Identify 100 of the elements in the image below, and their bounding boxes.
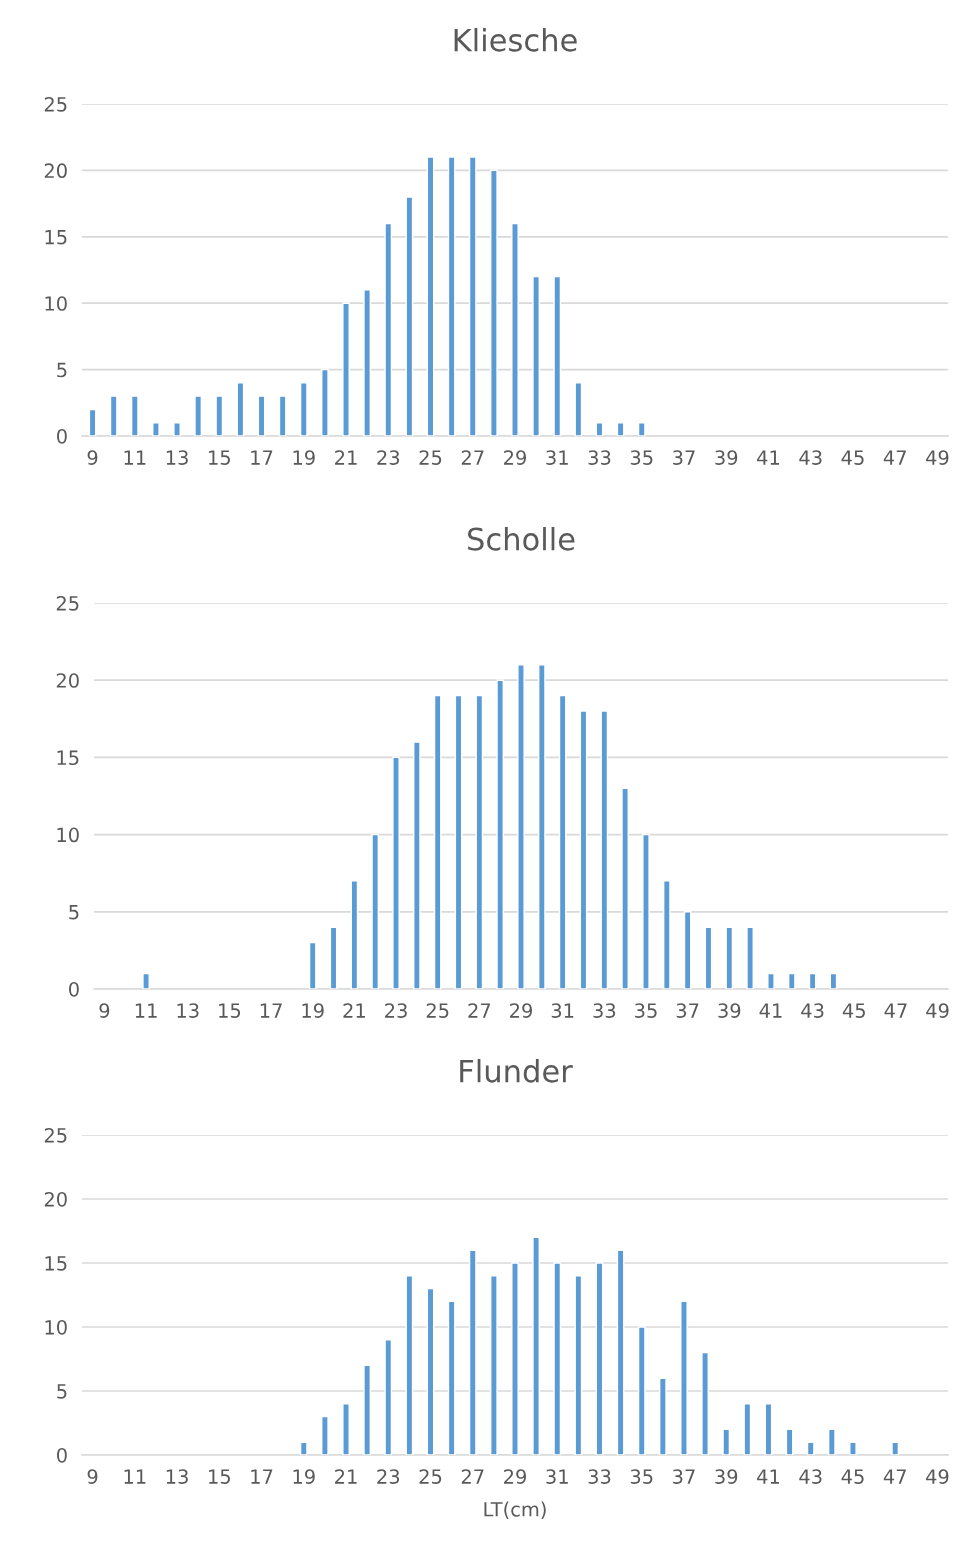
bar xyxy=(704,926,713,989)
bar xyxy=(496,679,504,989)
x-tick-label: 27 xyxy=(461,450,484,465)
bar xyxy=(553,275,562,436)
x-tick-label: 45 xyxy=(841,1469,864,1484)
x-tick-label: 39 xyxy=(715,450,738,465)
bar xyxy=(517,664,525,989)
x-tick-label: 25 xyxy=(426,1003,449,1018)
bar xyxy=(787,972,796,989)
y-tick-label: 15 xyxy=(45,1256,67,1271)
bar xyxy=(384,1339,393,1455)
x-tick-label: 23 xyxy=(385,1003,407,1018)
bar xyxy=(511,1262,519,1455)
bar xyxy=(722,1428,731,1455)
chart-title: Kliesche xyxy=(454,28,577,52)
bar xyxy=(329,926,338,989)
x-tick-label: 35 xyxy=(630,1469,653,1484)
bar xyxy=(490,1275,498,1455)
bar xyxy=(447,156,456,436)
y-tick-label: 25 xyxy=(44,96,67,112)
x-tick-label: 31 xyxy=(546,1469,568,1484)
x-tick-label: 39 xyxy=(718,1003,741,1018)
bar xyxy=(405,1275,414,1455)
bar xyxy=(299,1441,308,1455)
bar xyxy=(746,926,754,989)
y-tick-label: 25 xyxy=(44,1127,67,1143)
y-tick-label: 10 xyxy=(45,296,67,311)
bar xyxy=(384,222,393,436)
bar xyxy=(558,694,567,989)
x-tick-label: 35 xyxy=(635,1003,657,1018)
x-tick-label: 27 xyxy=(461,1469,484,1484)
bar xyxy=(785,1428,794,1455)
bar xyxy=(579,710,588,989)
bar xyxy=(829,972,838,989)
bar xyxy=(532,1236,540,1455)
bar xyxy=(538,664,546,989)
bar xyxy=(574,1275,583,1455)
x-tick-label: 29 xyxy=(504,450,526,465)
bar xyxy=(764,1403,773,1455)
y-tick-label: 10 xyxy=(57,827,79,843)
x-tick-label: 29 xyxy=(504,1469,526,1484)
x-tick-label: 27 xyxy=(468,1003,491,1018)
chart-title: Scholle xyxy=(468,527,575,551)
x-tick-label: 15 xyxy=(209,450,230,465)
x-tick-label: 11 xyxy=(124,1469,146,1484)
y-tick-label: 20 xyxy=(56,673,79,688)
bar xyxy=(454,694,463,989)
bar xyxy=(637,1326,646,1455)
bar xyxy=(642,833,650,989)
x-tick-label: 49 xyxy=(926,1003,949,1018)
x-tick-label: 17 xyxy=(251,1469,273,1484)
bar xyxy=(109,395,118,436)
x-tick-label: 29 xyxy=(510,1003,532,1018)
bar xyxy=(806,1441,815,1455)
x-tick-label: 41 xyxy=(757,1469,780,1484)
bar xyxy=(363,1364,372,1455)
y-tick-label: 15 xyxy=(57,750,79,766)
x-tick-label: 9 xyxy=(87,450,98,465)
x-tick-label: 13 xyxy=(166,450,188,465)
y-tick-label: 5 xyxy=(57,1384,67,1399)
bar xyxy=(849,1441,857,1455)
bar xyxy=(616,422,625,436)
y-tick-label: 25 xyxy=(56,595,79,611)
bar xyxy=(413,741,421,989)
bar xyxy=(511,222,519,436)
x-tick-label: 21 xyxy=(343,1003,365,1018)
bar xyxy=(600,710,609,989)
x-tick-label: 21 xyxy=(335,1469,357,1484)
x-tick-label: 49 xyxy=(926,1469,949,1484)
bar xyxy=(637,422,646,436)
x-tick-label: 47 xyxy=(883,450,906,465)
x-tick-label: 33 xyxy=(593,1003,616,1018)
x-tick-label: 49 xyxy=(926,450,949,465)
x-tick-label: 13 xyxy=(166,1469,188,1484)
bar xyxy=(532,275,540,436)
x-tick-label: 47 xyxy=(883,1469,906,1484)
y-tick-label: 5 xyxy=(69,905,79,920)
bar xyxy=(321,368,329,436)
chart-title: Flunder xyxy=(460,1059,573,1083)
x-tick-label: 45 xyxy=(841,450,864,465)
x-tick-label: 17 xyxy=(260,1003,282,1018)
bar xyxy=(88,408,97,436)
bar xyxy=(595,1262,604,1455)
bar xyxy=(621,787,629,989)
bar xyxy=(827,1428,836,1455)
bar xyxy=(468,1249,477,1455)
bar xyxy=(595,422,604,436)
bar xyxy=(468,156,477,436)
x-tick-label: 37 xyxy=(676,1003,699,1018)
bar xyxy=(236,382,245,436)
bar xyxy=(308,941,317,989)
bar xyxy=(321,1415,329,1455)
x-tick-label: 45 xyxy=(842,1003,865,1018)
y-tick-label: 0 xyxy=(57,428,67,444)
x-tick-label: 41 xyxy=(759,1003,782,1018)
bar xyxy=(173,422,181,436)
x-tick-label: 11 xyxy=(135,1003,157,1018)
x-tick-label: 9 xyxy=(99,1003,110,1018)
x-tick-label: 11 xyxy=(124,450,146,465)
bar xyxy=(392,756,400,989)
